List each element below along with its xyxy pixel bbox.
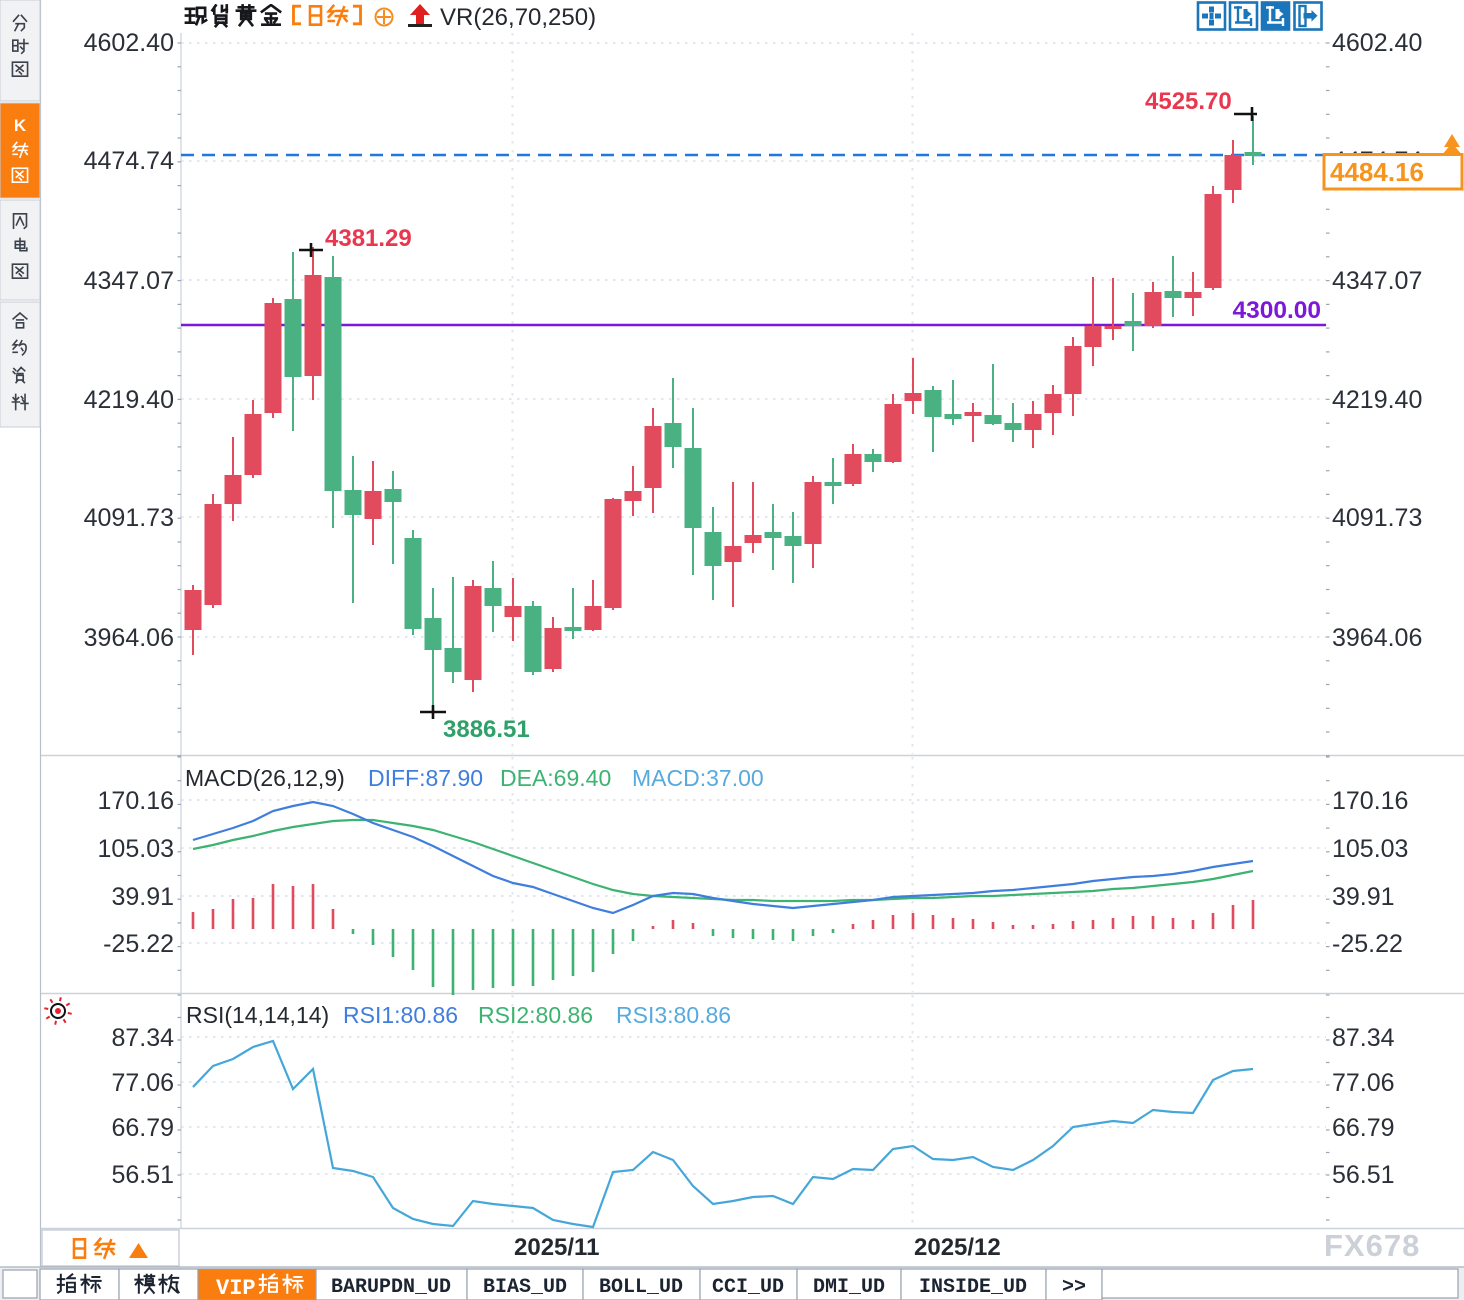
svg-text:INSIDE_UD: INSIDE_UD bbox=[919, 1276, 1027, 1299]
svg-text:4347.07: 4347.07 bbox=[84, 267, 174, 295]
svg-text:BIAS_UD: BIAS_UD bbox=[483, 1276, 567, 1299]
svg-text:39.91: 39.91 bbox=[1332, 883, 1395, 911]
svg-text:4347.07: 4347.07 bbox=[1332, 267, 1422, 295]
svg-text:-25.22: -25.22 bbox=[1332, 930, 1403, 958]
svg-text:MACD(26,12,9): MACD(26,12,9) bbox=[185, 765, 345, 791]
svg-text:2025/12: 2025/12 bbox=[914, 1234, 1001, 1261]
svg-text:77.06: 77.06 bbox=[111, 1069, 174, 1097]
svg-text:4219.40: 4219.40 bbox=[1332, 386, 1422, 414]
svg-text:170.16: 170.16 bbox=[98, 787, 174, 815]
svg-text:DIFF:87.90: DIFF:87.90 bbox=[368, 765, 483, 791]
svg-text:105.03: 105.03 bbox=[1332, 835, 1408, 863]
svg-text:DEA:69.40: DEA:69.40 bbox=[500, 765, 611, 791]
svg-text:BOLL_UD: BOLL_UD bbox=[599, 1276, 683, 1299]
svg-text:77.06: 77.06 bbox=[1332, 1069, 1395, 1097]
svg-text:4525.70: 4525.70 bbox=[1145, 88, 1232, 115]
svg-text:VIP: VIP bbox=[216, 1276, 256, 1300]
svg-text:4091.73: 4091.73 bbox=[84, 504, 174, 532]
svg-text:4091.73: 4091.73 bbox=[1332, 504, 1422, 532]
svg-text:105.03: 105.03 bbox=[98, 835, 174, 863]
svg-text:BARUPDN_UD: BARUPDN_UD bbox=[331, 1276, 451, 1299]
svg-text:4474.74: 4474.74 bbox=[84, 147, 174, 175]
svg-text:170.16: 170.16 bbox=[1332, 787, 1408, 815]
svg-text:>>: >> bbox=[1062, 1276, 1086, 1299]
svg-text:-25.22: -25.22 bbox=[103, 930, 174, 958]
svg-text:MACD:37.00: MACD:37.00 bbox=[632, 765, 764, 791]
svg-text:4602.40: 4602.40 bbox=[84, 29, 174, 57]
svg-text:DMI_UD: DMI_UD bbox=[813, 1276, 885, 1299]
svg-text:4381.29: 4381.29 bbox=[325, 225, 412, 252]
svg-text:87.34: 87.34 bbox=[1332, 1024, 1395, 1052]
svg-text:RSI3:80.86: RSI3:80.86 bbox=[616, 1002, 731, 1028]
svg-text:56.51: 56.51 bbox=[111, 1161, 174, 1189]
svg-text:3964.06: 3964.06 bbox=[84, 624, 174, 652]
svg-text:3886.51: 3886.51 bbox=[443, 716, 530, 743]
svg-text:CCI_UD: CCI_UD bbox=[712, 1276, 784, 1299]
svg-text:RSI(14,14,14): RSI(14,14,14) bbox=[186, 1002, 329, 1028]
svg-text:87.34: 87.34 bbox=[111, 1024, 174, 1052]
svg-text:56.51: 56.51 bbox=[1332, 1161, 1395, 1189]
svg-text:4602.40: 4602.40 bbox=[1332, 29, 1422, 57]
svg-text:3964.06: 3964.06 bbox=[1332, 624, 1422, 652]
svg-text:39.91: 39.91 bbox=[111, 883, 174, 911]
svg-text:RSI1:80.86: RSI1:80.86 bbox=[343, 1002, 458, 1028]
svg-text:K: K bbox=[14, 116, 27, 135]
svg-text:2025/11: 2025/11 bbox=[514, 1234, 599, 1261]
svg-text:VR(26,70,250): VR(26,70,250) bbox=[440, 4, 596, 31]
svg-text:RSI2:80.86: RSI2:80.86 bbox=[478, 1002, 593, 1028]
svg-text:4300.00: 4300.00 bbox=[1232, 297, 1321, 324]
svg-text:FX678: FX678 bbox=[1324, 1228, 1420, 1263]
svg-text:4219.40: 4219.40 bbox=[84, 386, 174, 414]
svg-text:4484.16: 4484.16 bbox=[1330, 157, 1424, 187]
svg-text:66.79: 66.79 bbox=[111, 1114, 174, 1142]
svg-text:66.79: 66.79 bbox=[1332, 1114, 1395, 1142]
